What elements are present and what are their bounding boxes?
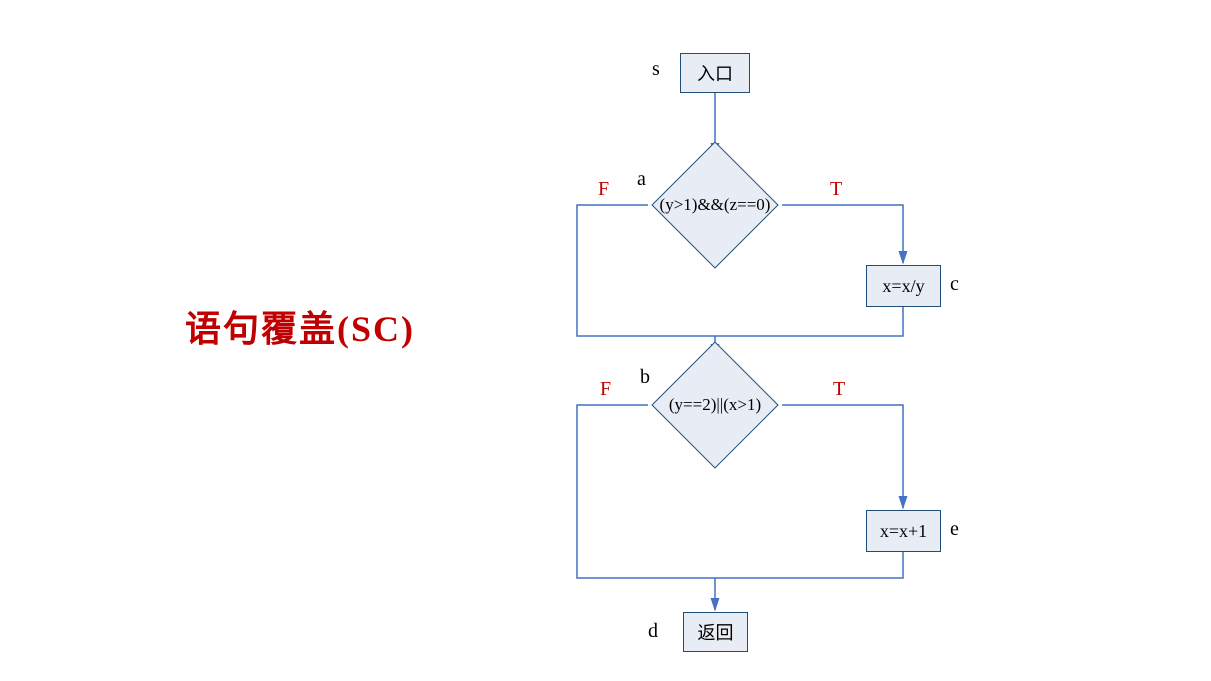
node-return-label: 返回: [698, 619, 734, 645]
flowchart-edges: [0, 0, 1211, 681]
tag-d: d: [648, 620, 658, 643]
tag-a: a: [637, 168, 646, 191]
tag-c: c: [950, 273, 959, 296]
node-entry-label: 入口: [697, 60, 733, 86]
branch-b-true: T: [833, 378, 845, 401]
node-process-e-label: x=x+1: [880, 521, 927, 542]
branch-a-true: T: [830, 178, 842, 201]
tag-s: s: [652, 58, 660, 81]
node-return: 返回: [683, 612, 748, 652]
flowchart-canvas: 入口 s (y>1)&&(z==0) a F T x=x/y c (y==2)|…: [0, 0, 1211, 681]
node-process-c-label: x=x/y: [882, 276, 924, 297]
node-entry: 入口: [680, 53, 750, 93]
tag-b: b: [640, 366, 650, 389]
branch-b-false: F: [600, 378, 611, 401]
node-process-c: x=x/y: [866, 265, 941, 307]
branch-a-false: F: [598, 178, 609, 201]
node-process-e: x=x+1: [866, 510, 941, 552]
tag-e: e: [950, 518, 959, 541]
